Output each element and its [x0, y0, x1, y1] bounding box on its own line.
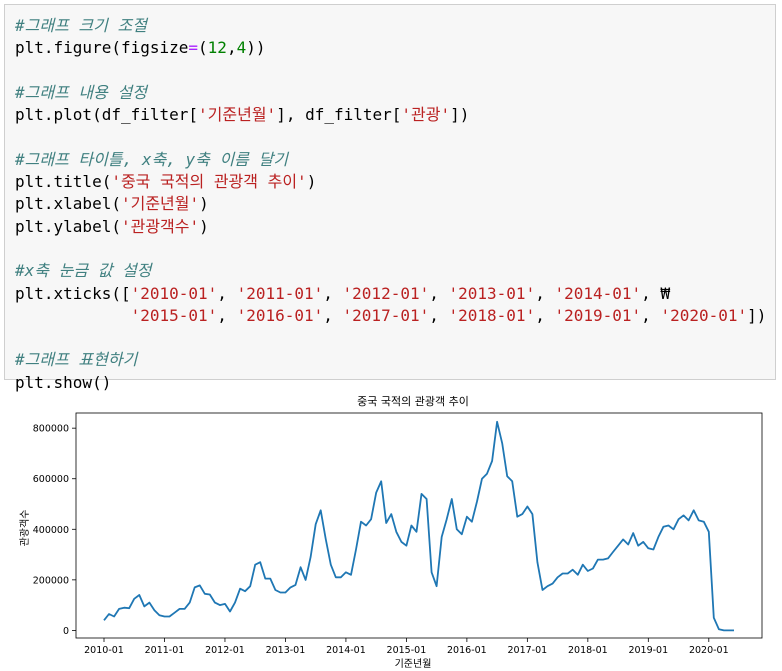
code-token: '2012-01' [342, 283, 430, 303]
x-tick-label: 2015-01 [387, 645, 427, 656]
code-token: plt.xticks([ [15, 283, 131, 303]
code-token: '기준년월' [198, 105, 277, 125]
code-token: ) [306, 172, 317, 192]
code-token: '2017-01' [342, 305, 430, 325]
code-token: '2019-01' [554, 305, 642, 325]
code-token: '2016-01' [236, 305, 324, 325]
code-line[interactable] [15, 327, 766, 349]
code-line[interactable]: plt.show() [15, 372, 766, 394]
code-line[interactable]: plt.ylabel('관광객수') [15, 216, 766, 238]
x-tick-label: 2011-01 [145, 645, 185, 656]
code-token: plt.xlabel( [15, 194, 121, 214]
code-token: '중국 국적의 관광객 추이' [111, 172, 307, 192]
y-tick-label: 0 [63, 626, 69, 637]
y-axis-label: 관광객수 [19, 510, 31, 547]
x-tick-label: 2012-01 [205, 645, 245, 656]
code-token: '2020-01' [660, 305, 748, 325]
code-line[interactable]: #x축 눈금 값 설정 [15, 260, 766, 282]
code-token: , [323, 283, 343, 303]
code-token: , ₩ [641, 283, 671, 303]
code-token: #x축 눈금 값 설정 [15, 261, 152, 281]
code-line[interactable]: plt.figure(figsize=(12,4)) [15, 37, 766, 59]
code-token: , [535, 305, 555, 325]
y-tick-label: 400000 [33, 525, 69, 536]
code-token: )) [246, 38, 266, 58]
code-token: , [323, 305, 343, 325]
code-line[interactable] [15, 126, 766, 148]
code-token: '관광' [401, 105, 451, 125]
code-token: #그래프 내용 설정 [15, 82, 147, 102]
code-line[interactable]: plt.xlabel('기준년월') [15, 193, 766, 215]
x-axis-label: 기준년월 [395, 658, 432, 670]
code-token: plt.figure(figsize [15, 38, 189, 58]
x-tick-label: 2020-01 [689, 645, 729, 656]
code-token: plt.plot(df_filter[ [15, 105, 199, 125]
x-tick-label: 2018-01 [568, 645, 608, 656]
code-token: '2014-01' [554, 283, 642, 303]
code-token: , [429, 305, 449, 325]
code-token: '2015-01' [130, 305, 218, 325]
x-tick-label: 2010-01 [84, 645, 124, 656]
code-line[interactable]: '2015-01', '2016-01', '2017-01', '2018-0… [15, 305, 767, 327]
code-token: #그래프 타이틀, x축, y축 이름 달기 [15, 149, 288, 169]
code-token: '2010-01' [130, 283, 218, 303]
code-token: '기준년월' [120, 194, 200, 214]
y-tick-label: 200000 [33, 575, 69, 586]
code-token: 12 [207, 38, 227, 58]
code-token: 4 [236, 38, 247, 58]
x-tick-label: 2013-01 [266, 645, 306, 656]
y-tick-label: 800000 [33, 424, 69, 435]
code-token: , [641, 305, 661, 325]
code-line[interactable]: plt.xticks(['2010-01', '2011-01', '2012-… [15, 283, 766, 305]
code-line[interactable]: #그래프 크기 조절 [15, 15, 766, 37]
x-tick-label: 2017-01 [508, 645, 548, 656]
code-token: plt.title( [15, 172, 112, 192]
code-token: ]) [747, 305, 767, 325]
x-tick-label: 2014-01 [326, 645, 366, 656]
code-token: ( [198, 38, 208, 58]
code-line[interactable]: plt.plot(df_filter['기준년월'], df_filter['관… [15, 104, 766, 126]
y-tick-label: 600000 [33, 474, 69, 485]
code-line[interactable] [15, 238, 766, 260]
code-editor[interactable]: #그래프 크기 조절 plt.figure(figsize=(12,4)) #그래프… [15, 15, 766, 394]
code-token: #그래프 표현하기 [15, 350, 138, 370]
code-cell[interactable]: #그래프 크기 조절 plt.figure(figsize=(12,4)) #그래프… [4, 4, 776, 392]
code-token: '관광객수' [120, 216, 200, 236]
code-token: '2013-01' [448, 283, 536, 303]
x-tick-label: 2016-01 [447, 645, 487, 656]
code-token: '2018-01' [448, 305, 536, 325]
code-token: ) [199, 194, 209, 214]
code-line[interactable]: plt.title('중국 국적의 관광객 추이') [15, 171, 766, 193]
series-line [103, 420, 734, 632]
code-line[interactable]: #그래프 타이틀, x축, y축 이름 달기 [15, 149, 766, 171]
x-tick-label: 2019-01 [628, 645, 668, 656]
code-line[interactable] [15, 60, 766, 82]
code-token: #그래프 크기 조절 [15, 16, 147, 35]
code-token: = [188, 38, 199, 58]
code-token: plt.show() [15, 372, 112, 392]
code-token: , [429, 283, 449, 303]
code-token: , [217, 305, 237, 325]
code-line[interactable]: #그래프 내용 설정 [15, 82, 766, 104]
plot-area: 0 200000 400000 600000 800000 2010-01 2011-01 2… [33, 412, 763, 656]
chart-title: 중국 국적의 관광객 추이 [357, 395, 469, 408]
code-token: , [535, 283, 555, 303]
code-token: , [226, 38, 237, 58]
axes-frame [75, 412, 763, 639]
code-line[interactable]: #그래프 표현하기 [15, 349, 766, 371]
code-token: ], df_filter[ [276, 105, 402, 125]
line-chart: 중국 국적의 관광객 추이 0 200000 400000 600000 800000 2… [19, 395, 763, 670]
code-token: '2011-01' [236, 283, 324, 303]
code-token [15, 306, 131, 325]
code-token: ) [199, 216, 209, 236]
code-token: , [217, 283, 237, 303]
code-token: plt.ylabel( [15, 216, 121, 236]
code-token: ]) [450, 105, 470, 125]
